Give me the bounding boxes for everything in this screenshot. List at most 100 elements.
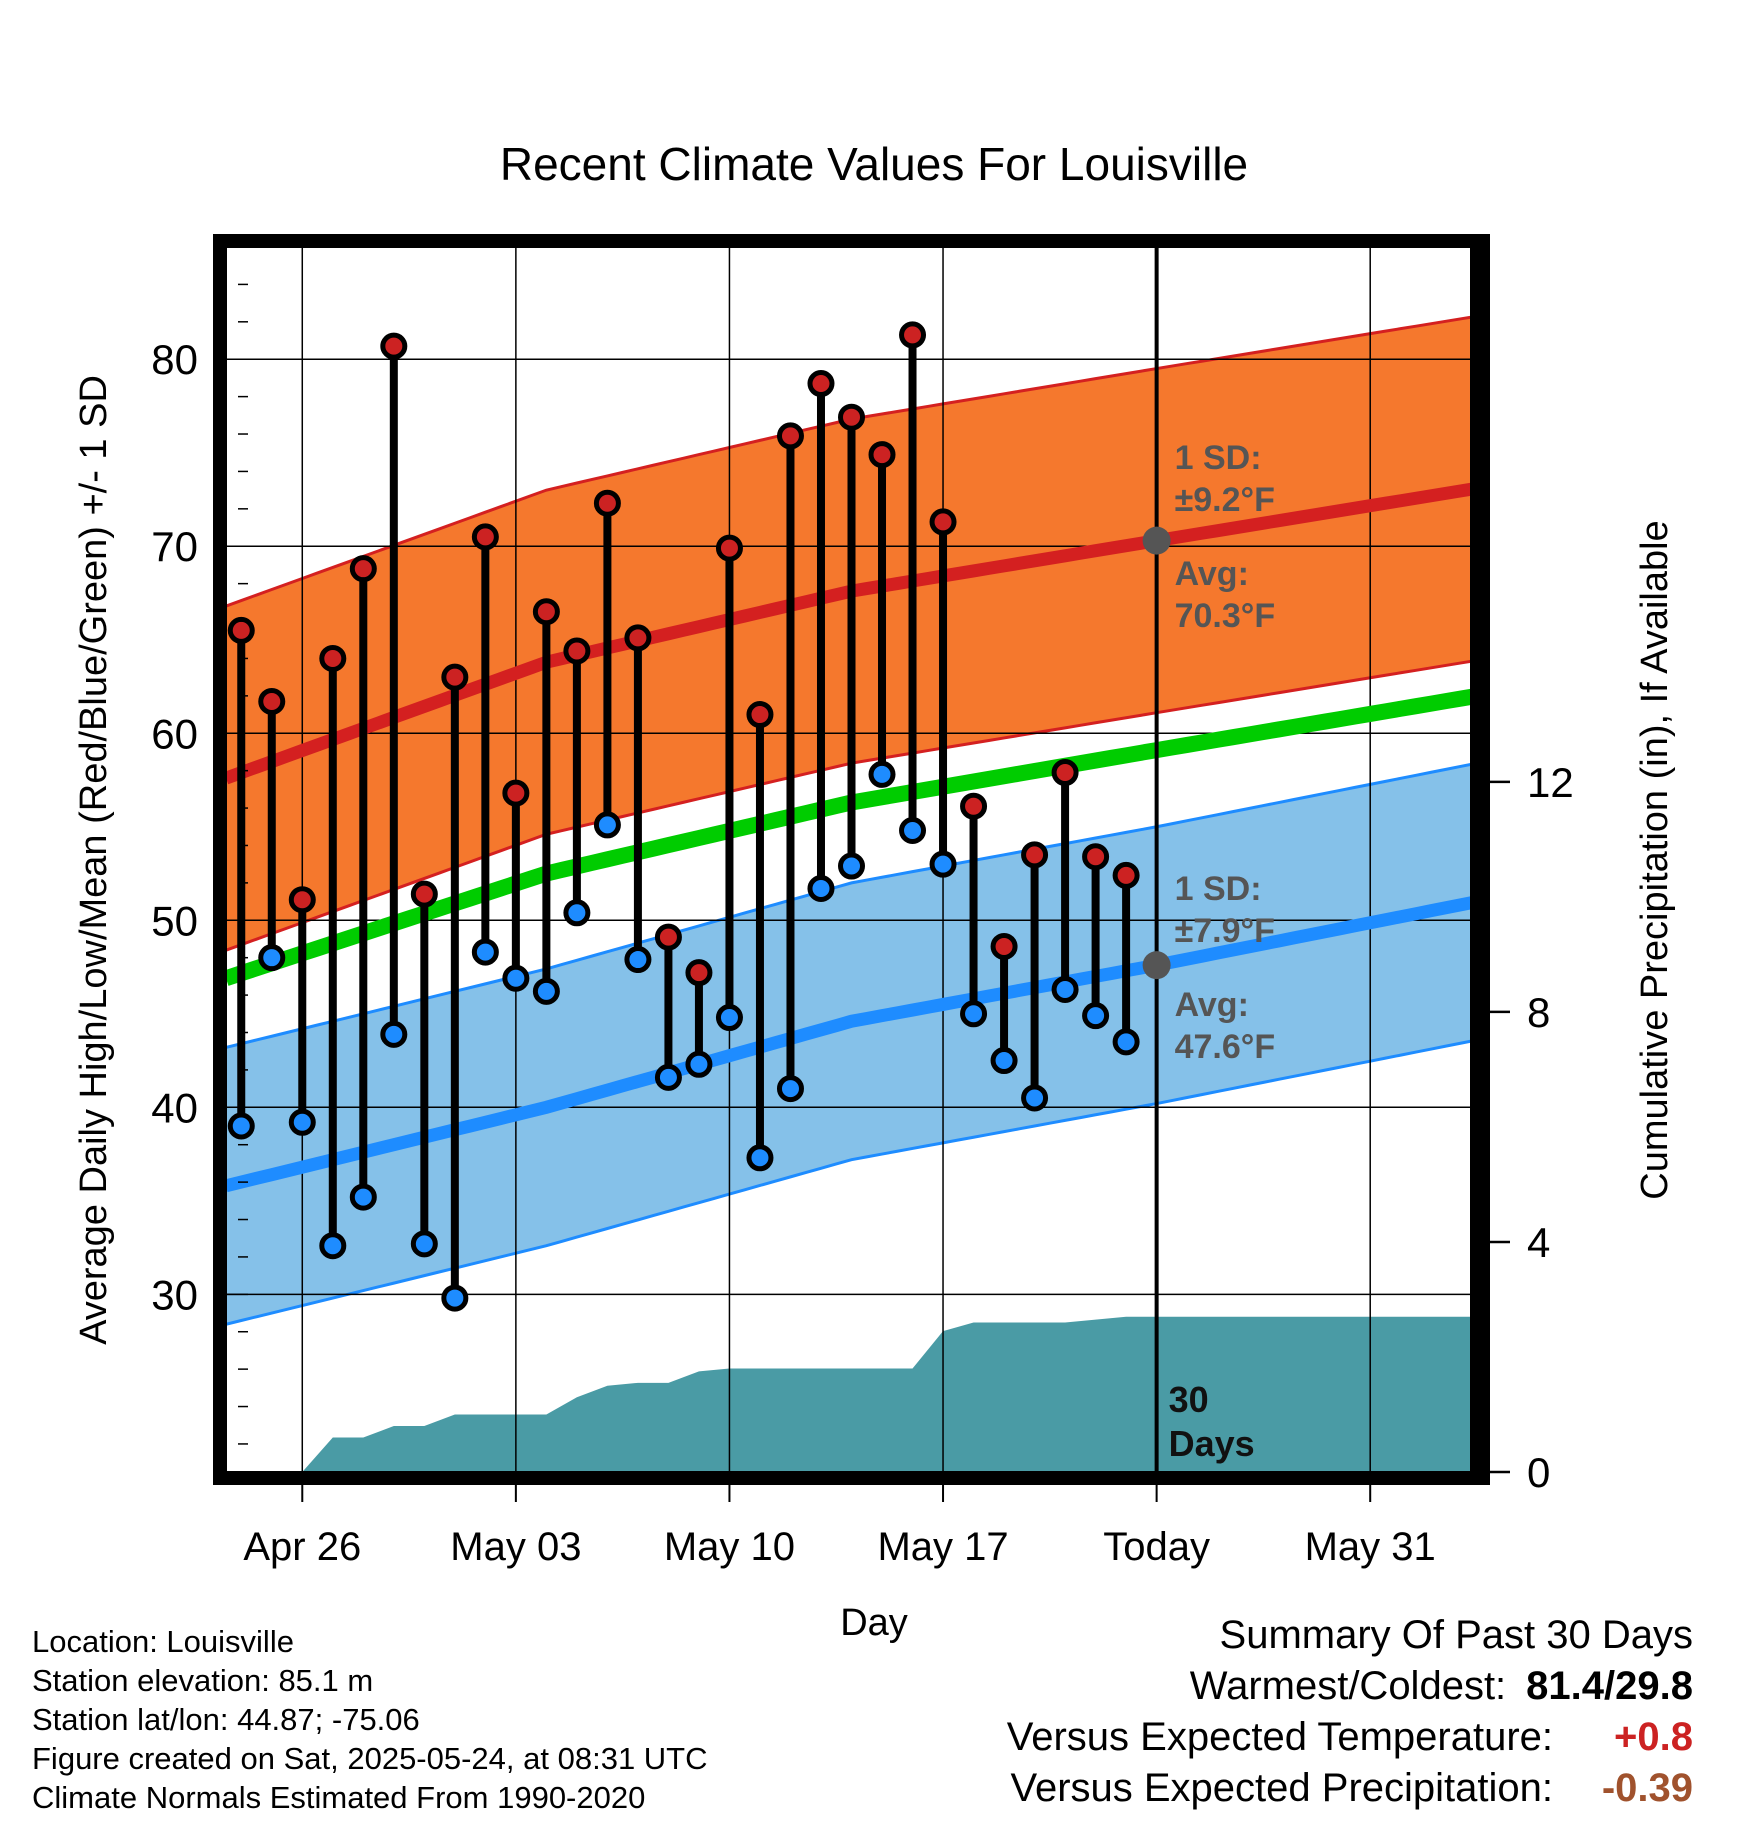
- daily-high-point: [868, 441, 896, 469]
- daily-high-point: [807, 370, 835, 398]
- daily-low-point: [227, 1112, 255, 1140]
- daily-low-point: [532, 977, 560, 1005]
- y2-tick-label: 4: [1527, 1219, 1550, 1266]
- summary-temp: Versus Expected Temperature: +0.8: [1007, 1712, 1693, 1763]
- low-sd-band-lower: [226, 1038, 1477, 1326]
- x-tick-label: May 10: [664, 1525, 795, 1569]
- daily-low-point: [929, 850, 957, 878]
- precip-anomaly-value: -0.39: [1601, 1766, 1693, 1810]
- y2-tick-label: 8: [1527, 989, 1550, 1036]
- x-tick-label: Today: [1103, 1525, 1210, 1569]
- summary-panel: Summary Of Past 30 Days Warmest/Coldest:…: [1007, 1610, 1693, 1814]
- low-avg-label: Avg:: [1175, 986, 1249, 1024]
- daily-high-point: [532, 598, 560, 626]
- daily-high-point: [502, 779, 530, 807]
- daily-low-point: [838, 852, 865, 880]
- daily-low-point: [807, 874, 835, 902]
- low-sd-value: ±7.9°F: [1175, 912, 1275, 950]
- daily-high-point: [654, 923, 682, 951]
- daily-low-point: [410, 1230, 438, 1258]
- low-avg-marker: [1142, 951, 1171, 980]
- low-sd-label: 1 SD:: [1175, 870, 1262, 908]
- daily-high-point: [715, 534, 743, 562]
- temp-anomaly-label: Versus Expected Temperature:: [1006, 1715, 1553, 1759]
- high-avg-label: Avg:: [1175, 555, 1249, 593]
- daily-low-point: [288, 1108, 316, 1136]
- daily-low-point: [960, 1000, 988, 1028]
- daily-high-point: [1082, 843, 1110, 871]
- daily-low-point: [685, 1050, 713, 1078]
- daily-low-point: [868, 760, 896, 788]
- daily-low-point: [715, 1004, 743, 1032]
- x-tick-label: May 31: [1305, 1525, 1436, 1569]
- warm-cold-value: 81.4/29.8: [1526, 1664, 1693, 1708]
- daily-low-point: [1112, 1028, 1140, 1056]
- low-sd-band-upper: [226, 761, 1477, 1049]
- info-latlon: Station lat/lon: 44.87; -75.06: [32, 1702, 420, 1737]
- daily-low-point: [1051, 975, 1079, 1003]
- daily-low-point: [502, 964, 530, 992]
- period-unit: Days: [1169, 1423, 1255, 1464]
- summary-precip: Versus Expected Precipitation: -0.39: [1007, 1763, 1693, 1814]
- daily-high-point: [258, 687, 286, 715]
- daily-high-point: [685, 959, 713, 987]
- daily-high-point: [746, 701, 774, 729]
- daily-low-point: [624, 946, 652, 974]
- summary-warm-cold: Warmest/Coldest: 81.4/29.8: [1007, 1661, 1693, 1712]
- daily-high-point: [441, 663, 469, 691]
- daily-high-point: [838, 403, 865, 431]
- daily-low-point: [1082, 1002, 1110, 1030]
- daily-high-point: [960, 792, 988, 820]
- daily-low-point: [258, 944, 286, 972]
- daily-low-point: [990, 1047, 1018, 1075]
- y-tick-label: 40: [151, 1084, 198, 1131]
- daily-high-point: [776, 422, 804, 450]
- daily-high-point: [624, 624, 652, 652]
- daily-low-point: [471, 938, 499, 966]
- high-avg-value: 70.3°F: [1175, 597, 1276, 635]
- daily-low-point: [319, 1232, 347, 1260]
- daily-low-point: [349, 1183, 377, 1211]
- x-tick-label: Apr 26: [243, 1525, 361, 1569]
- plot-area: 1 SD: ±9.2°F Avg: 70.3°F 1 SD: ±7.9°F Avg: 47.6…: [226, 247, 1477, 1472]
- period-count: 30: [1169, 1379, 1209, 1420]
- x-tick-label: May 03: [450, 1525, 581, 1569]
- y2-tick-label: 12: [1527, 759, 1574, 806]
- daily-high-point: [1112, 861, 1140, 889]
- summary-heading: Summary Of Past 30 Days: [1219, 1613, 1693, 1657]
- low-sd-band: [226, 763, 1477, 1325]
- daily-low-point: [654, 1063, 682, 1091]
- chart-title: Recent Climate Values For Louisville: [500, 138, 1248, 190]
- daily-high-point: [1021, 841, 1049, 869]
- daily-high-point: [288, 886, 316, 914]
- daily-low-point: [776, 1075, 804, 1103]
- y-axis-label: Average Daily High/Low/Mean (Red/Blue/Gr…: [73, 375, 115, 1345]
- temp-anomaly-value: +0.8: [1614, 1715, 1693, 1759]
- y-tick-label: 60: [151, 710, 198, 757]
- daily-high-point: [349, 555, 377, 583]
- daily-low-point: [380, 1020, 408, 1048]
- precip-anomaly-label: Versus Expected Precipitation:: [1010, 1766, 1553, 1810]
- axes: 30 40 50 60 70 80 0 4 8 12 Apr 26 May 03 May 10 May 1…: [151, 234, 1574, 1569]
- precip-area: [241, 1316, 1477, 1472]
- info-location: Location: Louisville: [32, 1624, 294, 1659]
- daily-high-point: [929, 508, 957, 536]
- daily-high-point: [471, 523, 499, 551]
- daily-low-point: [746, 1144, 774, 1172]
- y2-tick-label: 0: [1527, 1449, 1550, 1496]
- high-sd-value: ±9.2°F: [1175, 481, 1275, 519]
- x-axis-label: Day: [840, 1602, 908, 1644]
- y-tick-label: 50: [151, 897, 198, 944]
- station-info: Location: Louisville Station elevation: …: [32, 1622, 708, 1817]
- daily-high-point: [899, 321, 927, 349]
- daily-high-point: [319, 644, 347, 672]
- daily-high-point: [1051, 759, 1079, 787]
- info-elevation: Station elevation: 85.1 m: [32, 1663, 374, 1698]
- low-normal-line: [226, 895, 1477, 1193]
- daily-low-point: [593, 811, 621, 839]
- info-created: Figure created on Sat, 2025-05-24, at 08…: [32, 1741, 708, 1776]
- y-tick-label: 30: [151, 1271, 198, 1318]
- plot-content: [226, 247, 1477, 1472]
- daily-low-point: [441, 1284, 469, 1312]
